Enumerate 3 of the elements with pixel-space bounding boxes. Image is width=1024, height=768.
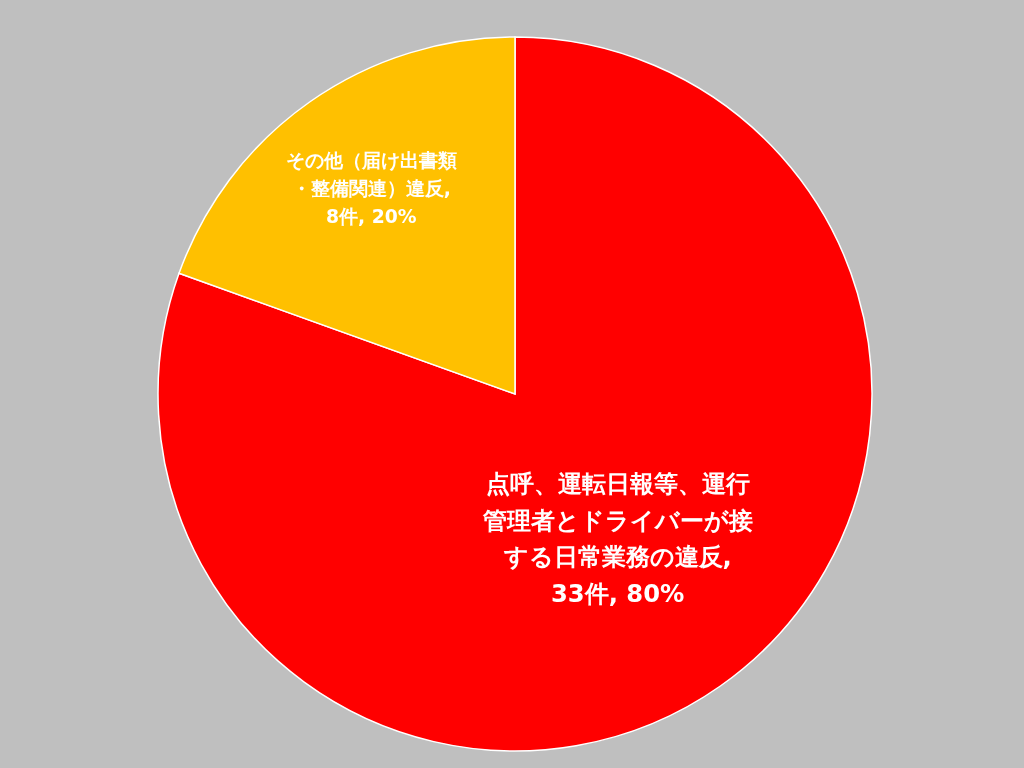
slice-label: その他（届け出書類・整備関連）違反, 8件, 20% — [285, 149, 457, 228]
pie-slice — [157, 36, 873, 752]
slice-label: 点呼、運転日報等、運行管理者とドライバーが接する日常業務の違反, 33件, 80% — [481, 469, 753, 608]
